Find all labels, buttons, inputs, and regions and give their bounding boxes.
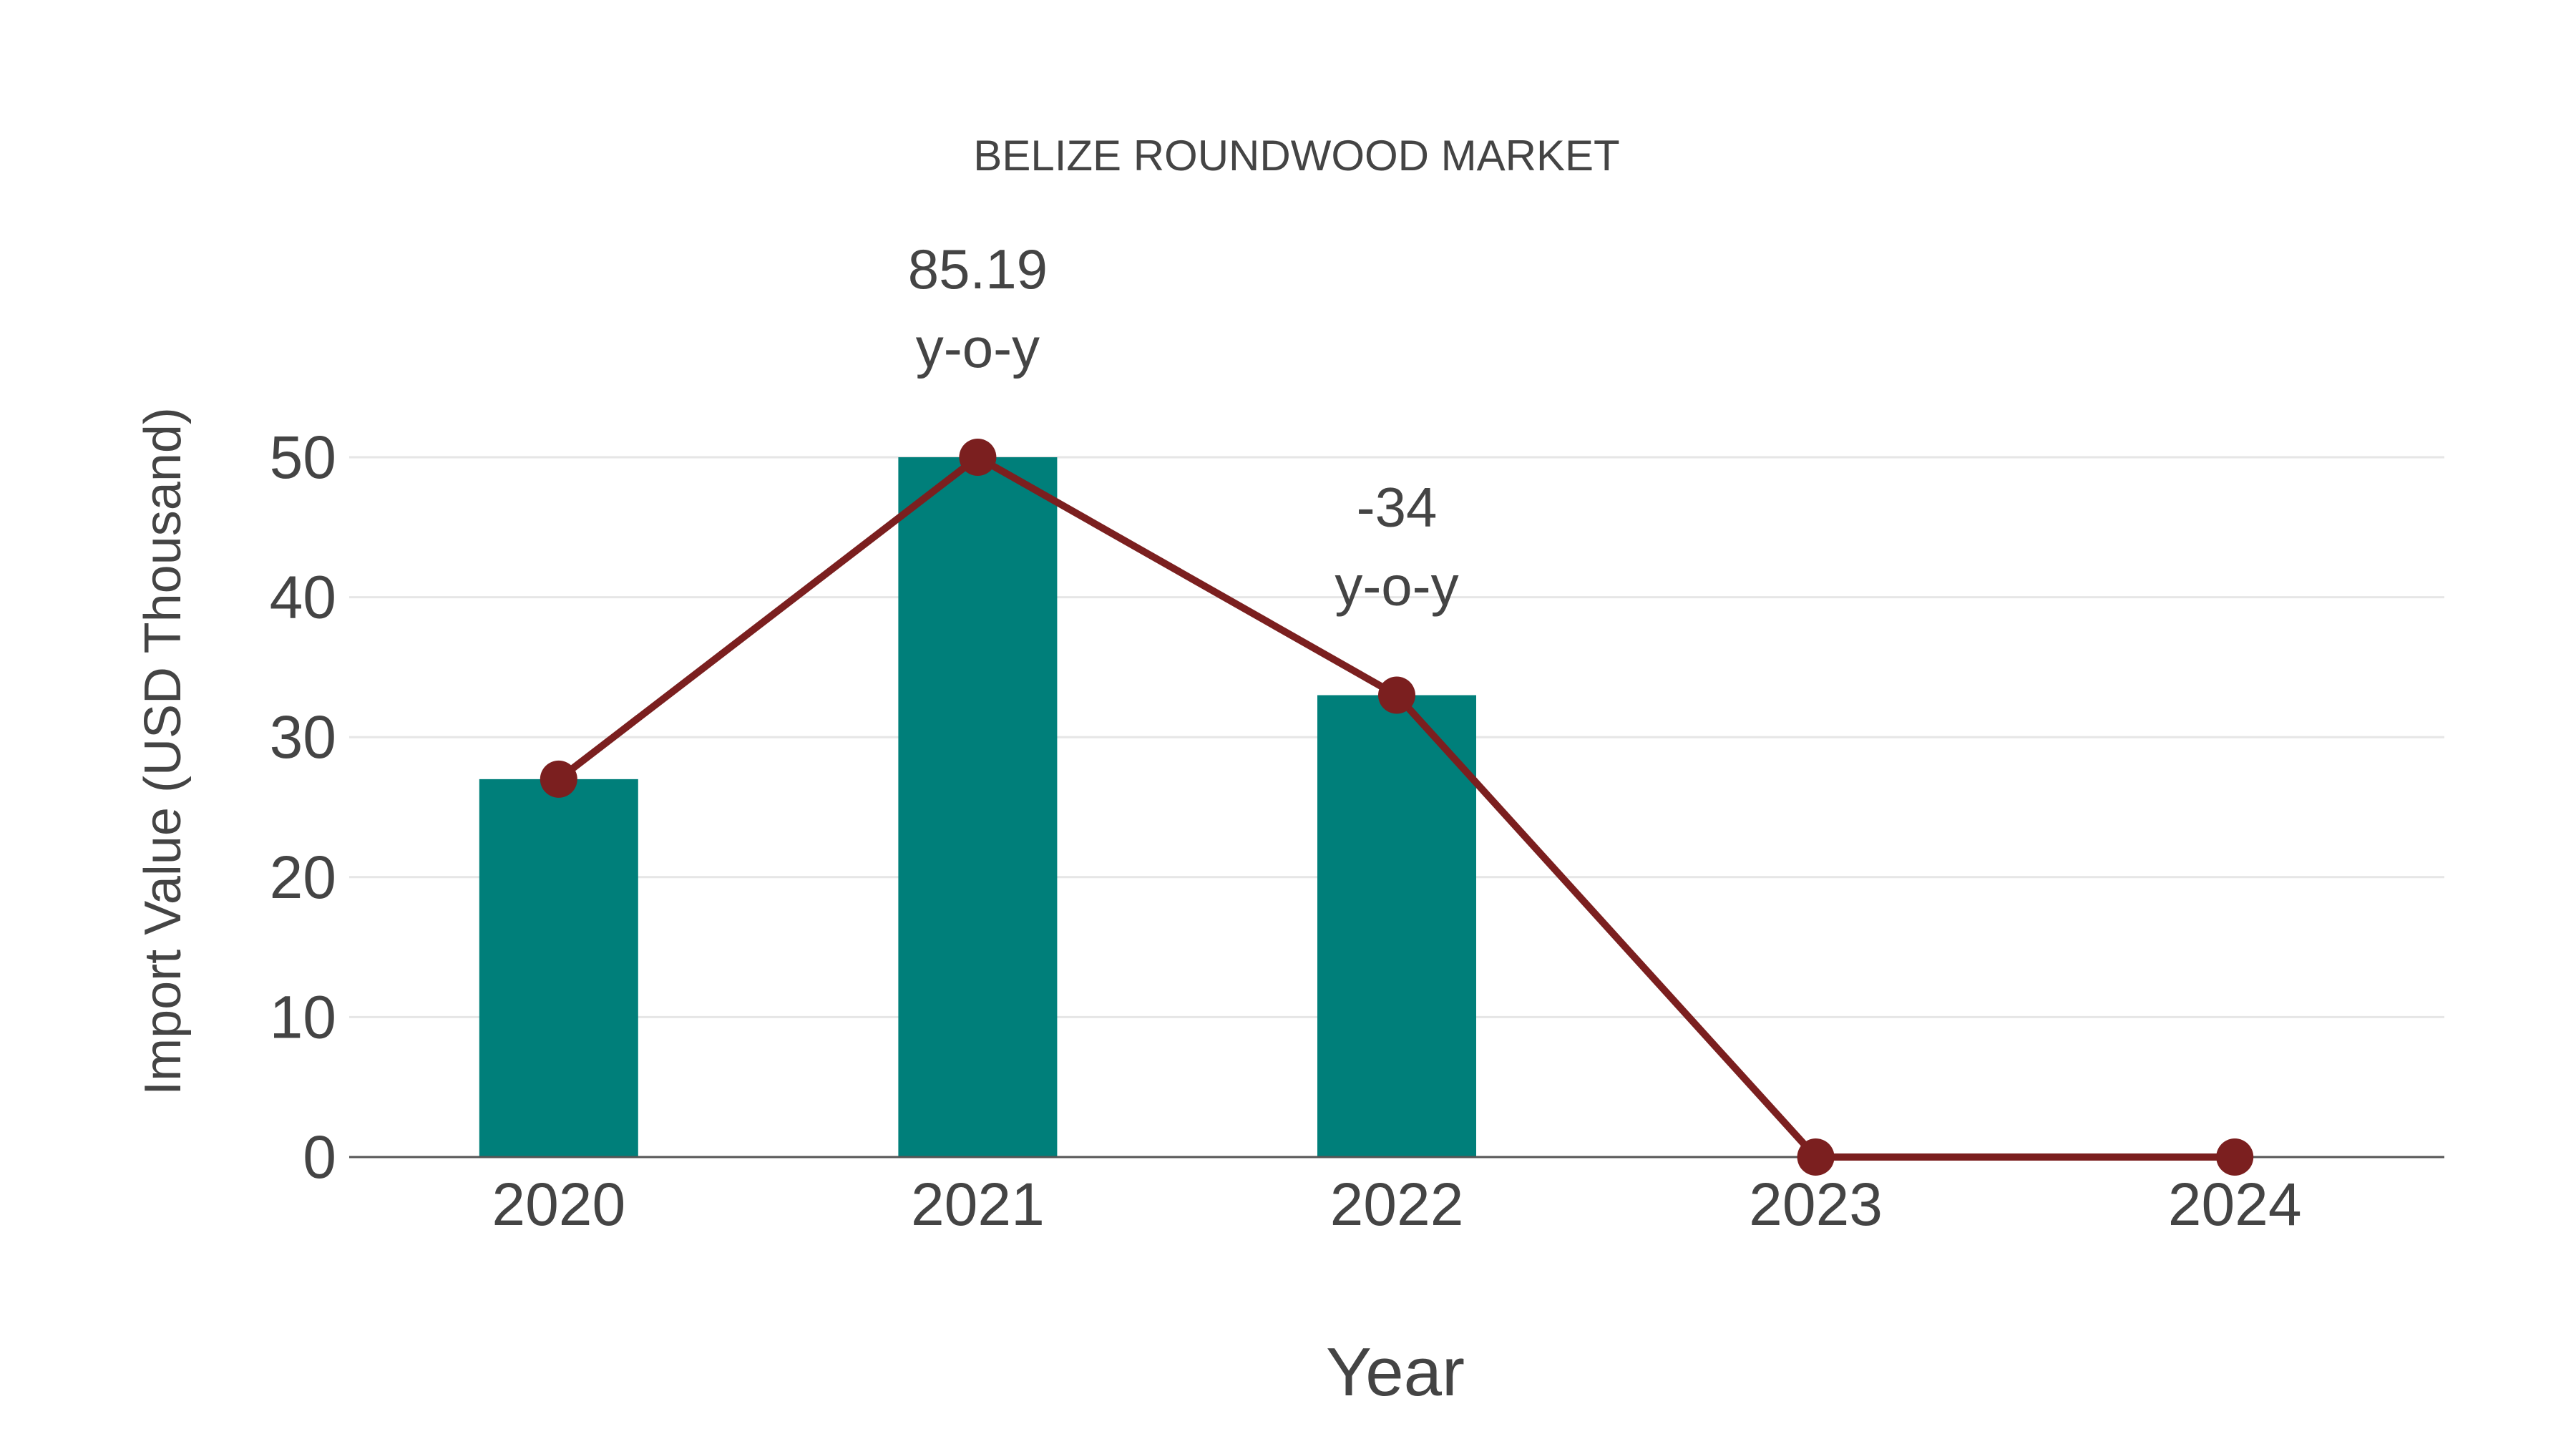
line-marker-2022 — [1378, 676, 1415, 714]
annotation-label: y-o-y — [916, 316, 1040, 379]
y-tick-label: 40 — [270, 564, 336, 631]
y-tick-label: 30 — [270, 703, 336, 771]
y-tick-label: 20 — [270, 844, 336, 911]
bar-2021 — [898, 457, 1058, 1157]
annotations: 85.19 y-o-y -34 y-o-y — [908, 238, 1459, 618]
line-series — [540, 439, 2254, 1176]
y-axis-label: Import Value (USD Thousand) — [135, 407, 192, 1096]
line-marker-2023 — [1797, 1138, 1835, 1176]
bars — [479, 457, 1476, 1157]
y-axis-ticks: 0 10 20 30 40 50 — [270, 424, 336, 1191]
y-tick-label: 10 — [270, 983, 336, 1050]
bar-2022 — [1317, 695, 1476, 1157]
x-axis-label: Year — [1326, 1334, 1465, 1410]
line-marker-2024 — [2216, 1138, 2254, 1176]
bar-2020 — [479, 779, 638, 1157]
y-tick-label: 50 — [270, 424, 336, 491]
x-tick-label: 2020 — [492, 1171, 625, 1238]
x-tick-label: 2021 — [911, 1171, 1045, 1238]
annotation-value: -34 — [1357, 476, 1438, 539]
chart-title: BELIZE ROUNDWOOD MARKET — [973, 132, 1619, 180]
x-tick-label: 2022 — [1330, 1171, 1464, 1238]
x-axis-ticks: 2020 2021 2022 2023 2024 — [492, 1171, 2301, 1238]
annotation-label: y-o-y — [1335, 555, 1458, 618]
annotation-value: 85.19 — [908, 238, 1048, 301]
y-tick-label: 0 — [303, 1123, 336, 1191]
x-tick-label: 2024 — [2168, 1171, 2302, 1238]
x-tick-label: 2023 — [1749, 1171, 1883, 1238]
line-marker-2020 — [540, 760, 577, 798]
line-marker-2021 — [959, 439, 997, 476]
